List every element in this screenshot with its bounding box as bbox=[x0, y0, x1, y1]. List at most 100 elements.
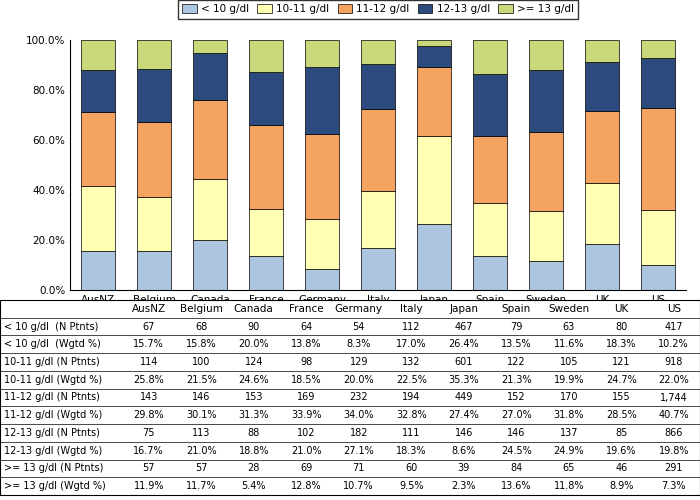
Text: 10-11 g/dl (N Ptnts): 10-11 g/dl (N Ptnts) bbox=[4, 357, 99, 367]
Text: 34.0%: 34.0% bbox=[344, 410, 374, 420]
Text: 13.6%: 13.6% bbox=[501, 481, 531, 491]
Bar bbox=[361, 40, 395, 64]
Text: 24.6%: 24.6% bbox=[239, 375, 269, 385]
Text: 918: 918 bbox=[664, 357, 683, 367]
Text: 601: 601 bbox=[454, 357, 473, 367]
Text: 71: 71 bbox=[353, 464, 365, 473]
Text: 32.8%: 32.8% bbox=[396, 410, 426, 420]
Text: 20.0%: 20.0% bbox=[239, 340, 269, 349]
Text: 31.8%: 31.8% bbox=[554, 410, 584, 420]
Text: 15.8%: 15.8% bbox=[186, 340, 216, 349]
Bar bbox=[193, 178, 227, 240]
Text: 170: 170 bbox=[559, 392, 578, 402]
Bar bbox=[585, 40, 619, 62]
Text: 11-12 g/dl (Wgtd %): 11-12 g/dl (Wgtd %) bbox=[4, 410, 101, 420]
Text: 155: 155 bbox=[612, 392, 631, 402]
Text: 102: 102 bbox=[297, 428, 316, 438]
Text: 417: 417 bbox=[664, 322, 683, 332]
Bar bbox=[473, 40, 507, 74]
Text: 8.6%: 8.6% bbox=[452, 446, 476, 456]
Bar bbox=[585, 244, 619, 290]
Bar bbox=[529, 261, 563, 290]
Text: 143: 143 bbox=[139, 392, 158, 402]
Text: 39: 39 bbox=[458, 464, 470, 473]
Text: 11-12 g/dl (N Ptnts): 11-12 g/dl (N Ptnts) bbox=[4, 392, 99, 402]
Text: 19.9%: 19.9% bbox=[554, 375, 584, 385]
Bar bbox=[473, 256, 507, 290]
Text: 24.7%: 24.7% bbox=[606, 375, 636, 385]
Text: 18.5%: 18.5% bbox=[291, 375, 321, 385]
Text: < 10 g/dl  (Wgtd %): < 10 g/dl (Wgtd %) bbox=[4, 340, 100, 349]
Text: 12-13 g/dl (Wgtd %): 12-13 g/dl (Wgtd %) bbox=[4, 446, 101, 456]
Text: 10.2%: 10.2% bbox=[659, 340, 689, 349]
Text: 46: 46 bbox=[615, 464, 627, 473]
Text: 88: 88 bbox=[248, 428, 260, 438]
Text: 8.9%: 8.9% bbox=[609, 481, 634, 491]
Text: 153: 153 bbox=[244, 392, 263, 402]
Bar bbox=[249, 72, 283, 124]
Text: 11.7%: 11.7% bbox=[186, 481, 216, 491]
Text: 54: 54 bbox=[353, 322, 365, 332]
Bar bbox=[305, 219, 339, 269]
Bar bbox=[417, 67, 451, 136]
Text: Canada: Canada bbox=[234, 304, 274, 314]
Text: Italy: Italy bbox=[400, 304, 423, 314]
Text: 169: 169 bbox=[297, 392, 316, 402]
Text: 105: 105 bbox=[559, 357, 578, 367]
Text: 69: 69 bbox=[300, 464, 312, 473]
Text: 113: 113 bbox=[192, 428, 211, 438]
Text: 8.3%: 8.3% bbox=[346, 340, 371, 349]
Bar bbox=[361, 110, 395, 191]
Text: >= 13 g/dl (Wgtd %): >= 13 g/dl (Wgtd %) bbox=[4, 481, 105, 491]
Text: 16.7%: 16.7% bbox=[134, 446, 164, 456]
Text: 18.8%: 18.8% bbox=[239, 446, 269, 456]
Text: 27.1%: 27.1% bbox=[344, 446, 374, 456]
Bar bbox=[529, 40, 563, 70]
Text: 467: 467 bbox=[454, 322, 473, 332]
Text: 9.5%: 9.5% bbox=[399, 481, 423, 491]
Text: 18.3%: 18.3% bbox=[396, 446, 426, 456]
Text: 33.9%: 33.9% bbox=[291, 410, 321, 420]
Text: France: France bbox=[289, 304, 323, 314]
Text: 75: 75 bbox=[143, 428, 155, 438]
Text: 114: 114 bbox=[139, 357, 158, 367]
Bar bbox=[473, 74, 507, 136]
Text: 80: 80 bbox=[615, 322, 627, 332]
Text: 1,744: 1,744 bbox=[660, 392, 687, 402]
Text: Japan: Japan bbox=[449, 304, 478, 314]
Text: 121: 121 bbox=[612, 357, 631, 367]
Bar bbox=[249, 40, 283, 72]
Text: 85: 85 bbox=[615, 428, 627, 438]
Text: 98: 98 bbox=[300, 357, 312, 367]
Text: 28.5%: 28.5% bbox=[606, 410, 636, 420]
Text: 22.0%: 22.0% bbox=[659, 375, 689, 385]
Text: 30.1%: 30.1% bbox=[186, 410, 216, 420]
Text: Belgium: Belgium bbox=[180, 304, 223, 314]
Bar bbox=[641, 210, 675, 264]
Bar bbox=[249, 209, 283, 256]
Text: 11.9%: 11.9% bbox=[134, 481, 164, 491]
Text: < 10 g/dl  (N Ptnts): < 10 g/dl (N Ptnts) bbox=[4, 322, 98, 332]
Bar bbox=[361, 191, 395, 248]
Text: Sweden: Sweden bbox=[548, 304, 589, 314]
Bar bbox=[417, 40, 451, 46]
Text: 21.0%: 21.0% bbox=[291, 446, 321, 456]
Bar bbox=[81, 186, 115, 251]
Text: 10.7%: 10.7% bbox=[344, 481, 374, 491]
Bar bbox=[81, 70, 115, 112]
Text: 122: 122 bbox=[507, 357, 526, 367]
Bar bbox=[137, 250, 171, 290]
Text: AusNZ: AusNZ bbox=[132, 304, 166, 314]
Text: 64: 64 bbox=[300, 322, 312, 332]
Bar bbox=[249, 256, 283, 290]
Bar bbox=[137, 122, 171, 196]
Text: >= 13 g/dl (N Ptnts): >= 13 g/dl (N Ptnts) bbox=[4, 464, 103, 473]
Bar bbox=[193, 240, 227, 290]
Text: 31.3%: 31.3% bbox=[239, 410, 269, 420]
Text: 11.6%: 11.6% bbox=[554, 340, 584, 349]
Bar bbox=[81, 112, 115, 186]
Text: 57: 57 bbox=[195, 464, 207, 473]
Bar bbox=[529, 211, 563, 261]
Legend: < 10 g/dl, 10-11 g/dl, 11-12 g/dl, 12-13 g/dl, >= 13 g/dl: < 10 g/dl, 10-11 g/dl, 11-12 g/dl, 12-13… bbox=[178, 0, 578, 18]
Text: 57: 57 bbox=[143, 464, 155, 473]
